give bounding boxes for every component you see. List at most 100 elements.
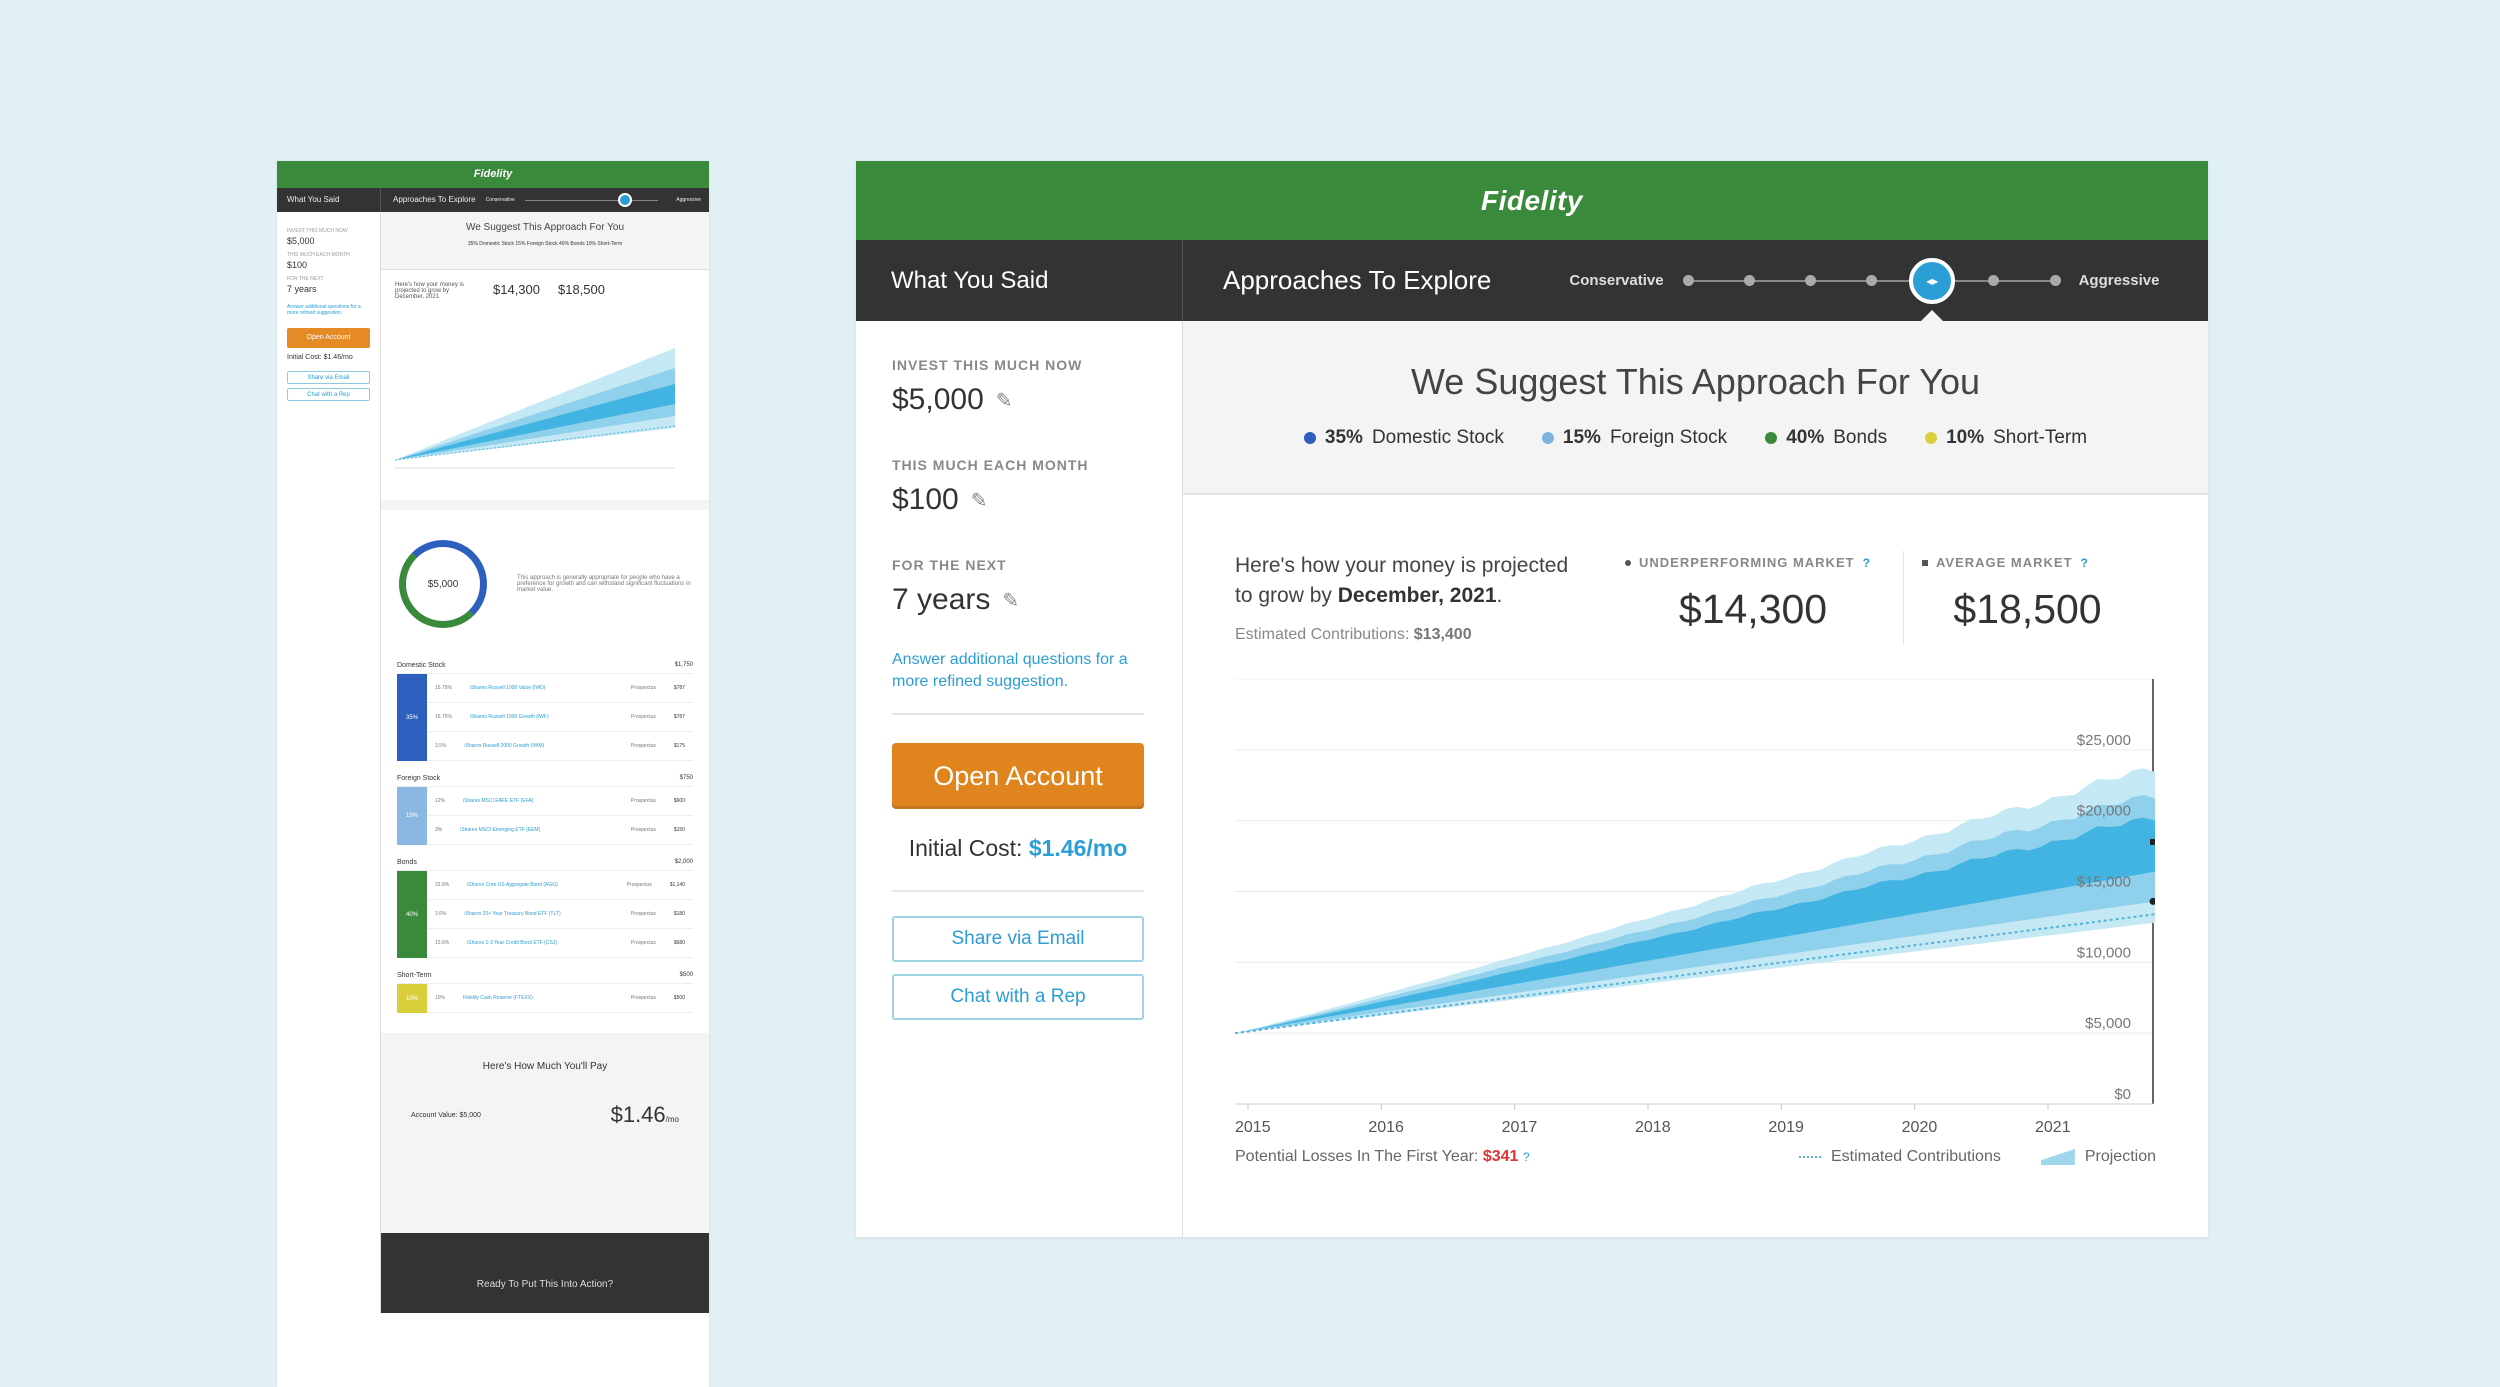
mini-prospectus-link[interactable]: Prospectus <box>630 714 656 720</box>
mini-prospectus-link[interactable]: Prospectus <box>626 882 652 888</box>
dotted-line-icon <box>1798 1156 1821 1158</box>
mini-nav-approaches[interactable]: Approaches To Explore Conservative Aggre… <box>381 188 709 212</box>
mini-fund-link[interactable]: iShares MSCI EAFE ETF (EFA) <box>463 798 534 804</box>
allocation-item: 15% Foreign Stock <box>1541 427 1727 449</box>
pencil-icon[interactable]: ✎ <box>970 489 988 512</box>
invest-now-field[interactable]: $5,000 ✎ <box>892 383 1144 417</box>
pencil-icon[interactable]: ✎ <box>995 389 1013 412</box>
risk-knob[interactable]: ◂▸ <box>1909 257 1956 304</box>
mini-monthly-value[interactable]: $100 <box>287 260 308 270</box>
mini-fund-row: 22.8% iShares Core US Aggregate Bond (AGG… <box>427 871 693 900</box>
allocation-legend: 35% Domestic Stock 15% Foreign Stock 40% Bond… <box>1183 427 2208 449</box>
allocation-item: 10% Short-Term <box>1925 427 2087 449</box>
mini-group-total: $1,750 <box>674 662 693 668</box>
mini-fund-link[interactable]: Fidelity Cash Reserve (FTEXX) <box>463 995 533 1001</box>
advice-panel: Fidelity What You Said Approaches To Exp… <box>856 161 2208 1237</box>
mini-suggest-title: We Suggest This Approach For You <box>465 222 625 233</box>
suggestion-header: We Suggest This Approach For You 35% Dome… <box>1183 321 2208 495</box>
risk-step[interactable] <box>2049 274 2061 286</box>
mini-fund-link[interactable]: iShares MSCI Emerging ETF (EEM) <box>460 827 541 833</box>
allocation-pct: 15% <box>1562 427 1601 448</box>
risk-step[interactable] <box>1866 274 1878 286</box>
scale-conservative-label: Conservative <box>1569 272 1664 289</box>
risk-slider[interactable]: ◂▸ <box>1682 257 2061 304</box>
mini-fund-link[interactable]: iShares Russell 1000 Growth (IWF) <box>469 714 549 720</box>
mini-chat-button[interactable]: Chat with a Rep <box>287 388 370 401</box>
under-label: UNDERPERFORMING MARKET <box>1639 555 1855 570</box>
mini-fund-pct: 15.75% <box>435 685 452 691</box>
mini-fund-link[interactable]: iShares 1-3 Year Credit Bond ETF (CSJ) <box>467 940 557 946</box>
tab-approaches[interactable]: Approaches To Explore Conservative ◂▸ Ag… <box>1183 240 2208 321</box>
mini-open-account-button[interactable]: Open Account <box>287 328 370 348</box>
mini-risk-knob[interactable] <box>618 192 633 207</box>
mini-fund-link[interactable]: iShares Russell 2000 Growth (IWM) <box>464 743 545 749</box>
risk-step[interactable] <box>1682 274 1694 286</box>
allocation-dot-icon <box>1765 432 1778 444</box>
y-tick-label: $15,000 <box>2077 874 2131 891</box>
mini-scale-right: Aggressive <box>676 197 701 203</box>
mini-fund-row: 15.75% iShares Russell 1000 Value (IWD) Pr… <box>427 674 693 703</box>
mini-proj-text: Here's how your money is projected to gr… <box>395 282 464 300</box>
mini-prospectus-link[interactable]: Prospectus <box>630 995 656 1001</box>
mini-prospectus-link[interactable]: Prospectus <box>630 685 656 691</box>
mini-preview: Fidelity What You Said Approaches To Exp… <box>277 161 709 1387</box>
allocation-name: Short-Term <box>1993 427 2088 448</box>
mini-under-value: $14,300 <box>493 282 540 297</box>
mini-fund-pct: 15.75% <box>435 714 452 720</box>
y-tick-label: $25,000 <box>2077 732 2131 749</box>
mini-donut-value: $5,000 <box>427 578 459 590</box>
help-icon[interactable]: ? <box>2080 555 2089 570</box>
projection-section: Here's how your money is projected to gr… <box>1183 495 2208 1166</box>
monthly-field[interactable]: $100 ✎ <box>892 483 1144 517</box>
chat-rep-button[interactable]: Chat with a Rep <box>892 974 1144 1020</box>
mini-prospectus-link[interactable]: Prospectus <box>630 798 656 804</box>
tab-what-you-said[interactable]: What You Said <box>856 240 1183 321</box>
refine-link[interactable]: Answer additional questions for a more r… <box>892 649 1144 715</box>
mini-prospectus-link[interactable]: Prospectus <box>630 827 656 833</box>
invest-now-value: $5,000 <box>892 383 984 416</box>
open-account-button[interactable]: Open Account <box>892 743 1144 809</box>
mini-term-value[interactable]: 7 years <box>287 284 317 294</box>
help-icon[interactable]: ? <box>1862 555 1871 570</box>
invest-now-label: Invest this much now <box>892 357 1083 373</box>
pencil-icon[interactable]: ✎ <box>1002 589 1020 612</box>
mini-prospectus-link[interactable]: Prospectus <box>630 940 656 946</box>
mini-fund-link[interactable]: iShares Russell 1000 Value (IWD) <box>469 685 546 691</box>
mini-nav-what[interactable]: What You Said <box>277 188 381 212</box>
y-tick-label: $20,000 <box>2077 803 2131 820</box>
mini-sidebar: Invest this much now $5,000 This much ea… <box>277 212 381 1313</box>
allocation-item: 35% Domestic Stock <box>1303 427 1504 449</box>
x-tick-label: 2018 <box>1635 1119 1671 1134</box>
mini-invest-value[interactable]: $5,000 <box>287 236 315 246</box>
mini-share-button[interactable]: Share via Email <box>287 371 370 384</box>
term-field[interactable]: 7 years ✎ <box>892 583 1144 617</box>
risk-step[interactable] <box>1743 274 1755 286</box>
mini-group-total: $2,000 <box>674 859 693 865</box>
mini-fund-amount: $1,140 <box>669 882 685 888</box>
mini-avg-value: $18,500 <box>558 282 605 297</box>
mini-group-name: Domestic Stock <box>397 662 446 669</box>
projection-line-1: Here's how your money is projected <box>1235 554 1569 577</box>
y-tick-label: $0 <box>2114 1086 2131 1103</box>
mini-suggestion: We Suggest This Approach For You 35% Dom… <box>381 212 709 270</box>
risk-step[interactable] <box>1804 274 1816 286</box>
mini-risk-slider[interactable] <box>524 192 659 207</box>
mini-fund-pct: 3% <box>435 827 443 833</box>
mini-prospectus-link[interactable]: Prospectus <box>630 911 656 917</box>
mini-group-total: $750 <box>679 775 693 781</box>
mini-donut-text: This approach is generally appropriate f… <box>517 575 691 593</box>
bullet-icon <box>1625 559 1631 566</box>
help-icon[interactable]: ? <box>1522 1150 1530 1164</box>
mini-fund-link[interactable]: iShares Core US Aggregate Bond (AGG) <box>467 882 558 888</box>
mini-fund-group: Bonds $2,000 40% 22.8% iShares Core US Aggre… <box>381 855 709 958</box>
mini-fund-row: 3% iShares MSCI Emerging ETF (EEM) Prospec… <box>427 816 693 845</box>
mini-group-name: Foreign Stock <box>397 775 441 782</box>
risk-step[interactable] <box>1988 274 2000 286</box>
allocation-pct: 10% <box>1946 427 1985 448</box>
mini-fund-row: 12% iShares MSCI EAFE ETF (EFA) Prospectus… <box>427 787 693 816</box>
mini-fund-link[interactable]: iShares 20+ Year Treasury Bond ETF (TLT) <box>464 911 561 917</box>
mini-fund-pct: 13.6% <box>435 940 450 946</box>
mini-more-link[interactable]: Answer additional questions for a more r… <box>287 304 361 316</box>
mini-prospectus-link[interactable]: Prospectus <box>630 743 656 749</box>
share-email-button[interactable]: Share via Email <box>892 916 1144 962</box>
